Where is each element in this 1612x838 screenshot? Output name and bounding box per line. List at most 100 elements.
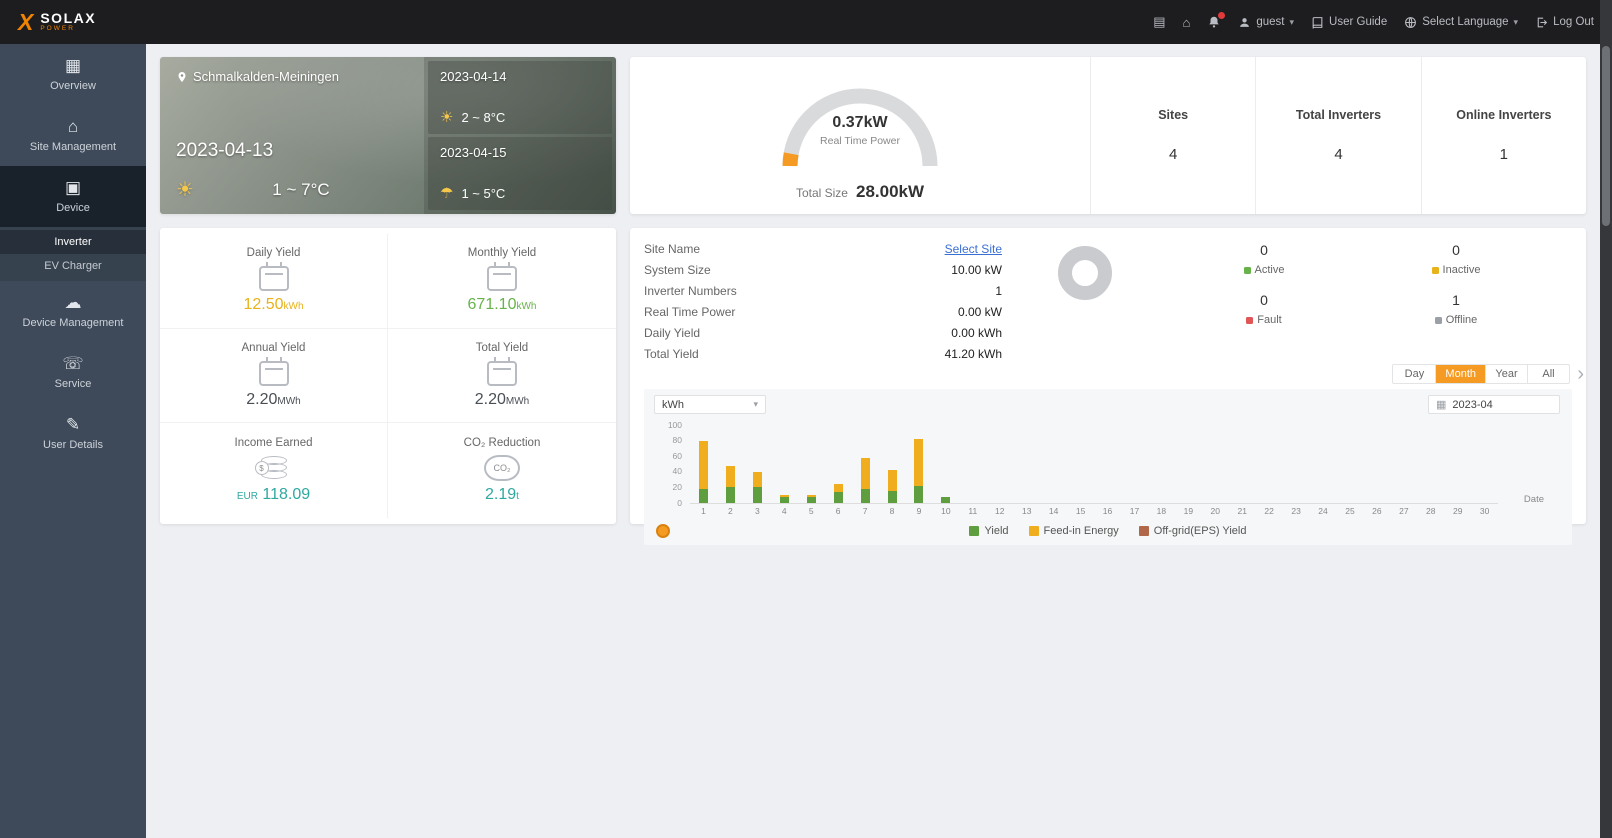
co2-icon: CO₂	[484, 455, 520, 482]
sidebar-item-device-management[interactable]: ☁ Device Management	[0, 281, 146, 342]
user-guide-link[interactable]: User Guide	[1311, 16, 1387, 29]
stat-label: Total Inverters	[1295, 108, 1382, 122]
sidebar-item-site-management[interactable]: ⌂ Site Management	[0, 105, 146, 166]
legend-item[interactable]: Off-grid(EPS) Yield	[1138, 525, 1247, 537]
scrollbar[interactable]	[1600, 0, 1612, 838]
chart-bar-column: 18	[1156, 506, 1167, 516]
calendar-total-icon	[487, 356, 517, 386]
sidebar-item-device[interactable]: ▣ Device	[0, 166, 146, 227]
submenu-item-inverter[interactable]: Inverter	[0, 230, 146, 254]
chart-legend: Yield Feed-in Energy Off-grid(EPS) Yield	[654, 521, 1562, 541]
site-info-row: Real Time Power 0.00 kW	[644, 304, 1002, 319]
active-dot	[1243, 266, 1251, 274]
yield-label: Income Earned	[234, 437, 313, 450]
brand-logo[interactable]: X SOLAX POWER	[18, 8, 96, 35]
chart-bar-column: 3	[744, 425, 771, 516]
yield-label: Monthly Yield	[467, 247, 537, 260]
date-picker-value: 2023-04	[1452, 398, 1493, 411]
sidebar-item-user-details[interactable]: ✎ User Details	[0, 403, 146, 464]
submenu-item-label: EV Charger	[44, 260, 102, 272]
forecast-day-2: 2023-04-15 ☂ 1 ~ 5°C	[428, 137, 612, 210]
user-menu[interactable]: guest ▾	[1238, 16, 1294, 29]
select-site-link[interactable]: Select Site	[944, 241, 1002, 256]
yield-label: Daily Yield	[246, 247, 301, 260]
yield-value: 2.19	[485, 486, 517, 504]
globe-icon	[1405, 16, 1417, 28]
chart-bar-column: 7	[852, 425, 879, 516]
site-info-row: Total Yield 41.20 kWh	[644, 346, 1002, 361]
sidebar-item-label: Overview	[50, 80, 96, 92]
stat-value: 4	[1334, 146, 1343, 163]
yield-value: 12.50	[243, 296, 284, 314]
username: guest	[1256, 16, 1285, 28]
period-year-button[interactable]: Year	[1485, 365, 1527, 383]
yield-value: 2.20	[474, 390, 506, 408]
total-size-value: 28.00kW	[855, 181, 925, 201]
status-fault: 0 Fault	[1188, 292, 1340, 326]
legend-item[interactable]: Yield	[969, 525, 1009, 537]
sidebar-item-overview[interactable]: ▦ Overview	[0, 44, 146, 105]
summary-card: 0.37kW Real Time Power Total Size 28.00k…	[630, 57, 1586, 214]
date-picker[interactable]: ▦ 2023-04	[1428, 395, 1560, 414]
book-icon	[1312, 16, 1323, 29]
chevron-down-icon: ▾	[1513, 16, 1519, 27]
chart-bar-column: 16	[1102, 506, 1113, 516]
submenu-item-label: Inverter	[54, 236, 92, 248]
power-gauge	[782, 88, 938, 166]
chart-bar-column: 13	[1021, 506, 1032, 516]
legend-item[interactable]: Feed-in Energy	[1028, 525, 1119, 537]
carousel-next-button[interactable]: ›	[1577, 363, 1584, 386]
headset-icon: ☏	[62, 354, 84, 373]
site-detail-card: Site Name Select Site System Size 10.00 …	[630, 228, 1586, 545]
chart-bar-column: 11	[968, 506, 978, 516]
sidebar-item-label: Site Management	[29, 141, 117, 153]
logout-icon	[1537, 17, 1548, 27]
chart-bar-column: 17	[1129, 506, 1140, 516]
logout-button[interactable]: Log Out	[1535, 16, 1594, 29]
home-icon[interactable]: ⌂	[1182, 14, 1191, 30]
chart-bar-column: 29	[1452, 506, 1463, 516]
chart-bar-column: 24	[1318, 506, 1328, 516]
site-info: Site Name Select Site System Size 10.00 …	[644, 238, 1002, 364]
submenu-item-ev-charger[interactable]: EV Charger	[0, 254, 146, 278]
x-axis-label: Date	[1523, 494, 1544, 505]
chart-columns: 1 2 3 4 5 6 7 8 9 10 11 12 13 14 15 16 17 18 19 20 21 22 23 24 2…	[690, 425, 1498, 516]
period-all-button[interactable]: All	[1527, 365, 1569, 383]
sidebar-item-label: User Details	[43, 439, 103, 451]
sun-icon: ☀	[440, 109, 454, 126]
chart-bar-column: 21	[1237, 506, 1247, 516]
scrollbar-thumb[interactable]	[1602, 46, 1610, 226]
calendar-month-icon	[487, 262, 517, 292]
period-day-button[interactable]: Day	[1404, 368, 1425, 380]
location-pin-icon	[178, 71, 186, 82]
yield-stats-card: Daily Yield 12.50kWh Monthly Yield 671.1…	[160, 228, 616, 524]
chart-bar-column: 22	[1264, 506, 1274, 516]
chart-bar-column: 26	[1372, 506, 1382, 516]
status-offline: 1 Offline	[1380, 292, 1532, 326]
period-month-button[interactable]: Month	[1435, 365, 1485, 383]
stat-label: Sites	[1158, 108, 1189, 122]
chart-bar-column: 4	[771, 425, 798, 516]
sidebar-item-service[interactable]: ☏ Service	[0, 342, 146, 403]
calendar-icon: ▦	[1436, 399, 1447, 411]
solax-x-icon: X	[18, 8, 34, 35]
site-info-row: System Size 10.00 kW	[644, 262, 1002, 277]
status-active: 0 Active	[1188, 242, 1340, 276]
unit-select[interactable]: kWh ▾	[654, 395, 766, 414]
weather-current-date: 2023-04-13	[176, 140, 274, 161]
bell-icon[interactable]	[1207, 12, 1226, 29]
weather-location: Schmalkalden-Meiningen	[193, 69, 339, 84]
document-icon[interactable]: ▤	[1153, 14, 1166, 29]
coins-icon: $	[254, 455, 291, 481]
sidebar-item-label: Device	[56, 202, 90, 214]
stat-label: Online Inverters	[1456, 108, 1552, 122]
yield-label: Total Yield	[475, 341, 529, 354]
sidebar-item-label: Device Management	[22, 317, 124, 329]
language-menu[interactable]: Select Language ▾	[1404, 16, 1518, 29]
site-icon: ⌂	[67, 117, 79, 136]
yield-label: CO₂ Reduction	[463, 437, 541, 450]
floating-indicator-button[interactable]	[656, 524, 670, 538]
chart-bar-column: 14	[1048, 506, 1059, 516]
forecast-date: 2023-04-15	[440, 145, 507, 160]
daily-yield-cell: Daily Yield 12.50kWh	[160, 234, 388, 329]
